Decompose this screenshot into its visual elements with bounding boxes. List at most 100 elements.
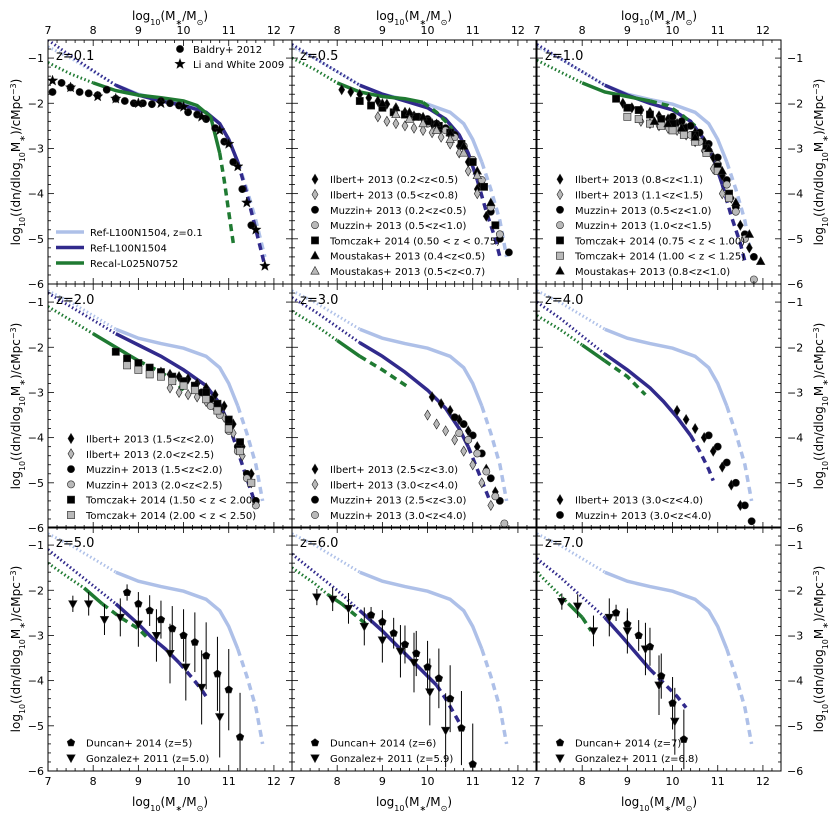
obs-point: [238, 185, 247, 194]
panel-redshift-label: z=0.1: [56, 49, 94, 64]
x-tick-label: 12: [267, 775, 281, 788]
curve-dashed-ref100-z3p0: [480, 405, 509, 502]
obs-point: [214, 713, 225, 722]
obs-point: [473, 449, 482, 458]
y-tick-label: −4: [28, 188, 44, 201]
legend-marker: [67, 511, 75, 519]
legend-label: Moustakas+ 2013 (0.8<z<1.0): [575, 267, 730, 278]
obs-point: [165, 650, 175, 659]
legend-label: Muzzin+ 2013 (0.5<z<1.0): [575, 206, 711, 217]
legend-label: Muzzin+ 2013 (3.0<z<4.0): [330, 511, 466, 522]
legend-marker: [556, 173, 564, 185]
panel-frame: [536, 283, 782, 529]
curve-dotted-ref100-z6p0: [292, 532, 361, 574]
obs-point: [392, 118, 400, 130]
obs-point: [718, 188, 726, 200]
obs-point: [676, 122, 687, 132]
obs-point: [500, 519, 509, 528]
legend-label: Ilbert+ 2013 (2.0<z<2.5): [86, 450, 214, 461]
curve-dotted-ref100n-z1p0: [537, 43, 606, 87]
legend-label: Moustakas+ 2013 (0.4<z<0.5): [330, 252, 485, 263]
obs-point: [122, 588, 132, 597]
obs-point: [731, 478, 740, 487]
obs-point: [717, 165, 727, 175]
obs-point: [744, 229, 755, 238]
panel-redshift-label: z=5.0: [56, 536, 94, 551]
obs-point: [377, 98, 388, 107]
obs-point: [464, 165, 472, 177]
obs-point: [175, 386, 183, 399]
obs-point: [102, 85, 111, 94]
obs-point: [460, 445, 468, 457]
legend-marker: [311, 173, 319, 185]
curve-ref100-z6p0: [359, 570, 484, 650]
obs-point: [442, 425, 449, 437]
legend-label: Duncan+ 2014 (z=6): [330, 739, 436, 750]
legend-marker: [311, 495, 319, 504]
obs-point: [428, 391, 436, 403]
panel-z0p5: 7 8 9 10 11 12 z=0.5 Ilbert+ 2013 (0.2<z<0.5) Il…: [289, 24, 537, 285]
obs-point: [704, 431, 713, 440]
obs-point: [437, 398, 445, 410]
obs-point: [359, 622, 370, 632]
obs-point: [190, 386, 199, 395]
obs-point: [657, 121, 666, 130]
legend-label: Ilbert+ 2013 (3.0<z<4.0): [330, 480, 458, 491]
panel-redshift-label: z=4.0: [545, 293, 583, 308]
panel-frame: [291, 283, 537, 529]
curve-dashed-recal-z0p1: [217, 152, 236, 244]
plot-area-z3p0: [292, 289, 509, 528]
obs-point: [446, 404, 454, 417]
y-tick-label: −1: [28, 296, 44, 309]
obs-point: [99, 616, 110, 625]
legend-marker: [556, 251, 564, 260]
model-legend-label: Ref-L100N1504: [90, 244, 167, 255]
y-tick-label: −3: [787, 629, 803, 642]
obs-point: [663, 118, 673, 128]
x-tick-label: 9: [135, 24, 142, 37]
obs-point: [250, 223, 262, 235]
obs-point: [736, 219, 744, 231]
obs-point: [64, 81, 77, 93]
legend-marker: [556, 511, 564, 519]
obs-point: [487, 499, 495, 511]
obs-point: [213, 406, 222, 415]
y-tick-label: −4: [787, 675, 803, 688]
curve-dashed-recal-z3p0: [358, 354, 411, 390]
legend-marker: [67, 495, 75, 504]
x-axis-label-bottom: log10(M∗/M⊙): [376, 795, 452, 813]
obs-point: [451, 434, 459, 446]
obs-point: [746, 242, 753, 254]
x-tick-label: 12: [511, 24, 525, 37]
plot-area-z2p0: [48, 289, 265, 510]
y-tick-label: −4: [787, 188, 803, 201]
obs-point: [654, 681, 664, 691]
obs-point: [343, 604, 354, 614]
obs-point: [377, 636, 388, 646]
obs-point: [755, 256, 766, 265]
obs-point: [410, 122, 418, 134]
curve-dotted-ref100-z1p0: [537, 45, 606, 87]
obs-point: [431, 125, 442, 134]
obs-point: [156, 615, 166, 624]
curve-recal-z4p0: [581, 343, 606, 363]
x-tick-label: 8: [90, 775, 97, 788]
legend-label: Duncan+ 2014 (z=7): [575, 739, 681, 750]
curve-ref100n-z4p0: [603, 352, 693, 437]
curve-dashed-ref100-z1p0: [725, 161, 754, 258]
curve-dashed-ref100-z7p0: [725, 648, 754, 745]
obs-point: [367, 101, 375, 110]
curve-dotted-ref100-z3p0: [292, 289, 361, 331]
legend-marker: [310, 754, 320, 764]
curve-dotted-recal-z2p0: [48, 305, 94, 335]
curve-recal-z3p0: [336, 339, 361, 358]
curve-dashed-recal-z1p0: [649, 99, 697, 128]
obs-point: [495, 230, 504, 239]
curve-dotted-ref100n-z0p5: [292, 43, 361, 87]
obs-point: [424, 409, 431, 421]
curve-dashed-ref100n-z4p0: [689, 434, 715, 482]
legend-label: Duncan+ 2014 (z=5): [86, 739, 192, 750]
x-tick-label: 12: [267, 24, 281, 37]
legend-marker: [67, 465, 75, 473]
obs-point: [157, 372, 165, 381]
